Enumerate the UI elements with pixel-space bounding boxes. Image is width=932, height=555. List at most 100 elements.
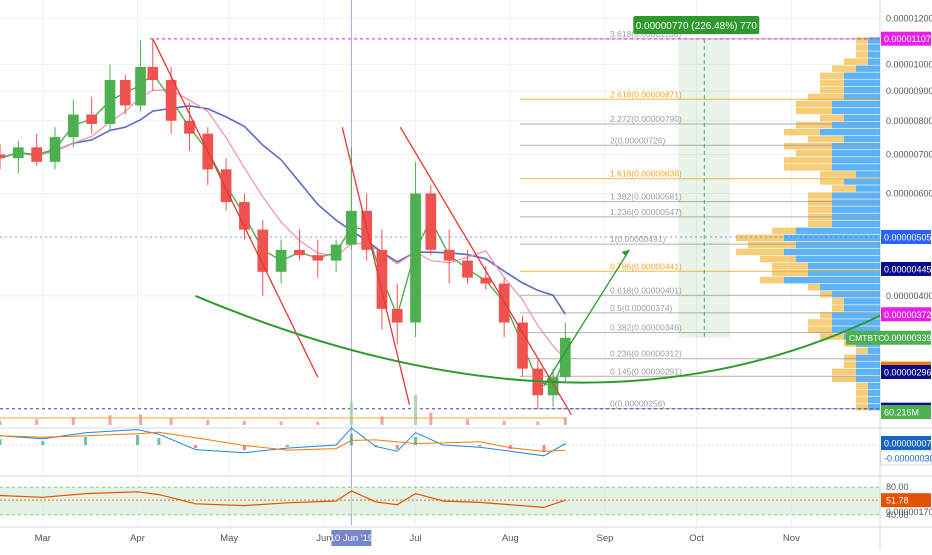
macd-histogram-bar — [194, 445, 198, 448]
candle-body — [425, 193, 437, 250]
fib-level-label: 2.618(0.00000871) — [610, 89, 682, 99]
fib-level-label: 0.382(0.00000346) — [610, 323, 682, 333]
volume-profile-bar-up — [832, 65, 856, 72]
macd-tag-label: 0.00000007 — [884, 439, 932, 449]
projection-arrow-head — [621, 249, 630, 256]
rsi-tick-label: 80.00 — [886, 482, 909, 492]
volume-bar — [414, 395, 418, 425]
fib-level-label: 1.382(0.00000581) — [610, 192, 682, 202]
macd-histogram-bar — [414, 437, 418, 445]
volume-profile-bar-up — [844, 354, 856, 361]
x-tick-label: Apr — [130, 533, 145, 544]
volume-profile-bar-down — [856, 361, 880, 368]
volume-profile-bar-up — [856, 396, 868, 404]
volume-profile-bar-down — [832, 312, 880, 319]
volume-profile-bar-down — [808, 262, 880, 270]
volume-profile-bar-down — [796, 255, 880, 263]
volume-profile-bar-up — [832, 305, 844, 312]
volume-profile-bar-up — [796, 121, 832, 129]
volume-profile-bar-up — [808, 192, 832, 199]
volume-profile-bar-down — [868, 347, 880, 354]
candle-body — [135, 66, 146, 106]
x-tick-label: Oct — [689, 533, 704, 544]
volume-profile-bar-down — [856, 375, 880, 383]
volume-profile-bar-down — [820, 284, 880, 291]
price-tag-box — [881, 261, 931, 276]
volume-profile-bar-up — [808, 206, 832, 213]
volume-profile-bar-up — [856, 347, 868, 354]
macd-histogram-bar — [84, 437, 88, 445]
candle-body — [294, 249, 305, 256]
candle-body — [184, 120, 195, 134]
volume-profile-bar-up — [820, 171, 856, 178]
moving-average-mid — [0, 89, 566, 360]
volume-bar — [380, 416, 384, 425]
volume-profile-bar-up — [856, 389, 868, 397]
volume-profile-bar-down — [868, 44, 880, 51]
volume-profile-bar-up — [796, 150, 832, 157]
volume-profile-bar-up — [820, 178, 844, 185]
volume-profile-bar-down — [868, 396, 880, 404]
volume-profile-bar-up — [808, 135, 844, 143]
candle-body — [517, 322, 528, 369]
x-highlight-label: 10 Jun '19 — [330, 533, 374, 544]
volume-profile-bar-down — [832, 121, 880, 129]
macd-histogram-bar — [242, 445, 246, 450]
volume-profile-bar-down — [868, 58, 880, 65]
symbol-tag-box — [846, 330, 881, 345]
volume-profile-bar-down — [832, 107, 880, 115]
candle-body — [220, 169, 232, 203]
macd-tag-box — [880, 450, 932, 466]
volume-profile-bar-down — [784, 276, 880, 284]
projection-arrow — [543, 249, 630, 387]
volume-profile-bar-down — [820, 128, 880, 136]
volume-profile-bar-down — [868, 51, 880, 58]
price-tag-label: 0.00000505 — [884, 233, 932, 243]
candle-body — [462, 260, 473, 278]
volume-bar — [279, 421, 283, 425]
volume-profile-bar-down — [868, 37, 880, 44]
volume-profile-bar-up — [832, 185, 856, 192]
volume-profile-bar-down — [796, 227, 880, 235]
volume-profile-bar-down — [856, 368, 880, 376]
candle-body — [391, 308, 403, 323]
fib-level-label: 2(0.00000726) — [610, 135, 665, 145]
volume-profile-bar-down — [856, 65, 880, 72]
volume-profile-bar-up — [844, 58, 868, 65]
y-tick-label: 0.00000170 — [886, 507, 932, 517]
volume-profile-bar-down — [832, 157, 880, 164]
volume-profile-bar-up — [856, 37, 868, 44]
candle-body — [410, 193, 421, 323]
volume-profile-bar-up — [760, 276, 784, 284]
y-tick-label: 0.00000700 — [886, 150, 932, 160]
candle-body — [49, 137, 61, 162]
x-tick-label: Jul — [409, 533, 421, 544]
candle-body — [346, 210, 357, 245]
volume-profile-bar-down — [796, 241, 880, 249]
volume-bar — [429, 412, 433, 425]
fib-level-label: 1.618(0.00000636) — [610, 169, 682, 179]
price-tags: 0.00001107 0.00000505 0.00000445 0.00000372… — [846, 31, 932, 508]
x-axis: Mar Apr May Jun Jul Aug Sep Oct Nov 10 Jun '19 — [0, 526, 932, 546]
fib-level-label: 0.236(0.00000312) — [610, 349, 682, 359]
macd-histogram-bar — [41, 441, 45, 445]
x-tick-label: Sep — [597, 533, 614, 544]
x-tick-label: Aug — [502, 533, 519, 544]
candle-body — [559, 337, 571, 378]
volume-bar — [242, 420, 246, 425]
volume-profile-bar-up — [772, 262, 808, 270]
projection-label: 0.00000770 (226.48%) 770 — [636, 21, 758, 32]
projection-label-box — [633, 16, 760, 34]
fib-level-label: 1.236(0.00000547) — [610, 207, 682, 217]
x-highlight-box — [331, 530, 372, 546]
volume-tag-box — [881, 405, 931, 419]
volume-profile-bar-up — [820, 86, 844, 94]
volume-profile-bar-up — [772, 227, 796, 235]
fib-extension: 3.618(0.00001106)2.618(0.00000871)2.272(… — [0, 16, 880, 410]
volume-profile-bar-up — [808, 284, 820, 291]
volume-bar — [71, 417, 75, 425]
volume-profile-bar-up — [820, 114, 844, 122]
volume-profile-bar-up — [856, 51, 868, 58]
volume-profile-bar-up — [760, 255, 796, 263]
